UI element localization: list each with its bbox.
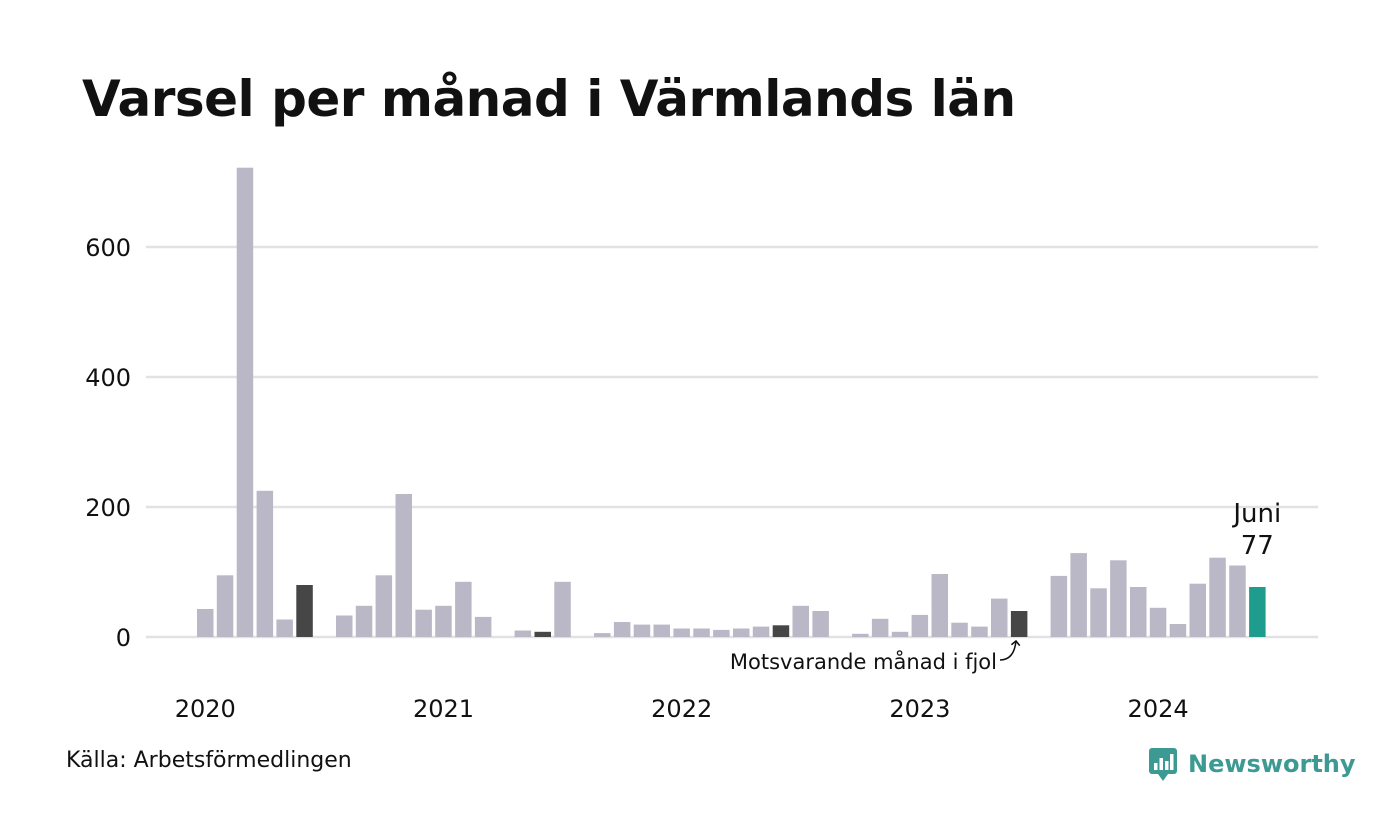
y-tick-label: 400 — [85, 364, 131, 392]
bar — [971, 626, 988, 637]
current-month-label: Juni — [1231, 499, 1281, 529]
bar — [812, 611, 829, 637]
bar — [594, 633, 611, 637]
bar — [474, 616, 492, 637]
bar — [871, 618, 889, 637]
x-tick-label: 2024 — [1128, 695, 1189, 723]
bar — [514, 630, 532, 637]
bar-same-month-last-year — [534, 631, 551, 637]
bar — [991, 598, 1008, 637]
newsworthy-logo[interactable]: Newsworthy — [1148, 744, 1356, 784]
bar — [1070, 553, 1087, 637]
newsworthy-logo-icon — [1149, 748, 1177, 781]
bar — [673, 628, 690, 637]
bar — [752, 626, 770, 637]
bar-current-month — [1249, 587, 1266, 637]
bar — [1130, 587, 1147, 637]
x-axis-labels: 2020 2021 2022 2023 2024 — [175, 695, 1189, 723]
bar — [613, 622, 631, 637]
annotation-text: Motsvarande månad i fjol — [730, 649, 997, 674]
bar — [395, 494, 412, 637]
bar — [693, 628, 710, 637]
bar — [435, 605, 452, 637]
bar — [792, 605, 809, 637]
bar — [733, 628, 750, 637]
bar — [1189, 583, 1206, 637]
bar — [415, 609, 432, 637]
x-tick-label: 2022 — [651, 695, 712, 723]
x-tick-label: 2021 — [413, 695, 474, 723]
bar — [1169, 624, 1187, 637]
y-tick-label: 200 — [85, 494, 131, 522]
bar — [633, 624, 651, 637]
x-tick-label: 2023 — [889, 695, 950, 723]
annotation-arrow — [999, 639, 1021, 661]
bar-same-month-last-year — [296, 585, 313, 637]
bar — [931, 574, 948, 637]
bar — [713, 629, 730, 637]
y-tick-label: 600 — [85, 234, 131, 262]
bar — [236, 167, 254, 637]
newsworthy-logo-text: Newsworthy — [1188, 750, 1356, 778]
bar — [1209, 557, 1226, 637]
bar — [1110, 560, 1127, 637]
current-month-value: 77 — [1241, 531, 1274, 561]
bar — [197, 609, 214, 637]
bar — [1229, 565, 1246, 637]
bar — [1149, 607, 1167, 638]
bar — [355, 605, 373, 637]
bar — [1050, 575, 1068, 637]
bar — [653, 624, 670, 637]
bar — [1090, 588, 1107, 638]
bar — [276, 619, 293, 637]
bar — [951, 622, 968, 637]
bar — [911, 614, 929, 637]
bar-same-month-last-year — [772, 625, 790, 637]
bar — [216, 575, 234, 638]
grid-lines — [146, 245, 1318, 639]
bar-same-month-last-year — [1010, 611, 1028, 637]
bar — [554, 581, 571, 638]
bars — [197, 167, 1266, 638]
bar — [891, 631, 909, 637]
y-tick-label: 0 — [116, 624, 131, 652]
bar — [852, 633, 869, 638]
bar — [336, 615, 353, 637]
bar — [455, 581, 472, 638]
bar — [375, 575, 393, 638]
source-note: Källa: Arbetsförmedlingen — [66, 748, 352, 773]
y-axis-ticks: 0 200 400 600 — [85, 234, 131, 652]
bar — [256, 490, 274, 638]
chart-title: Varsel per månad i Värmlands län — [82, 70, 1016, 128]
x-tick-label: 2020 — [175, 695, 236, 723]
